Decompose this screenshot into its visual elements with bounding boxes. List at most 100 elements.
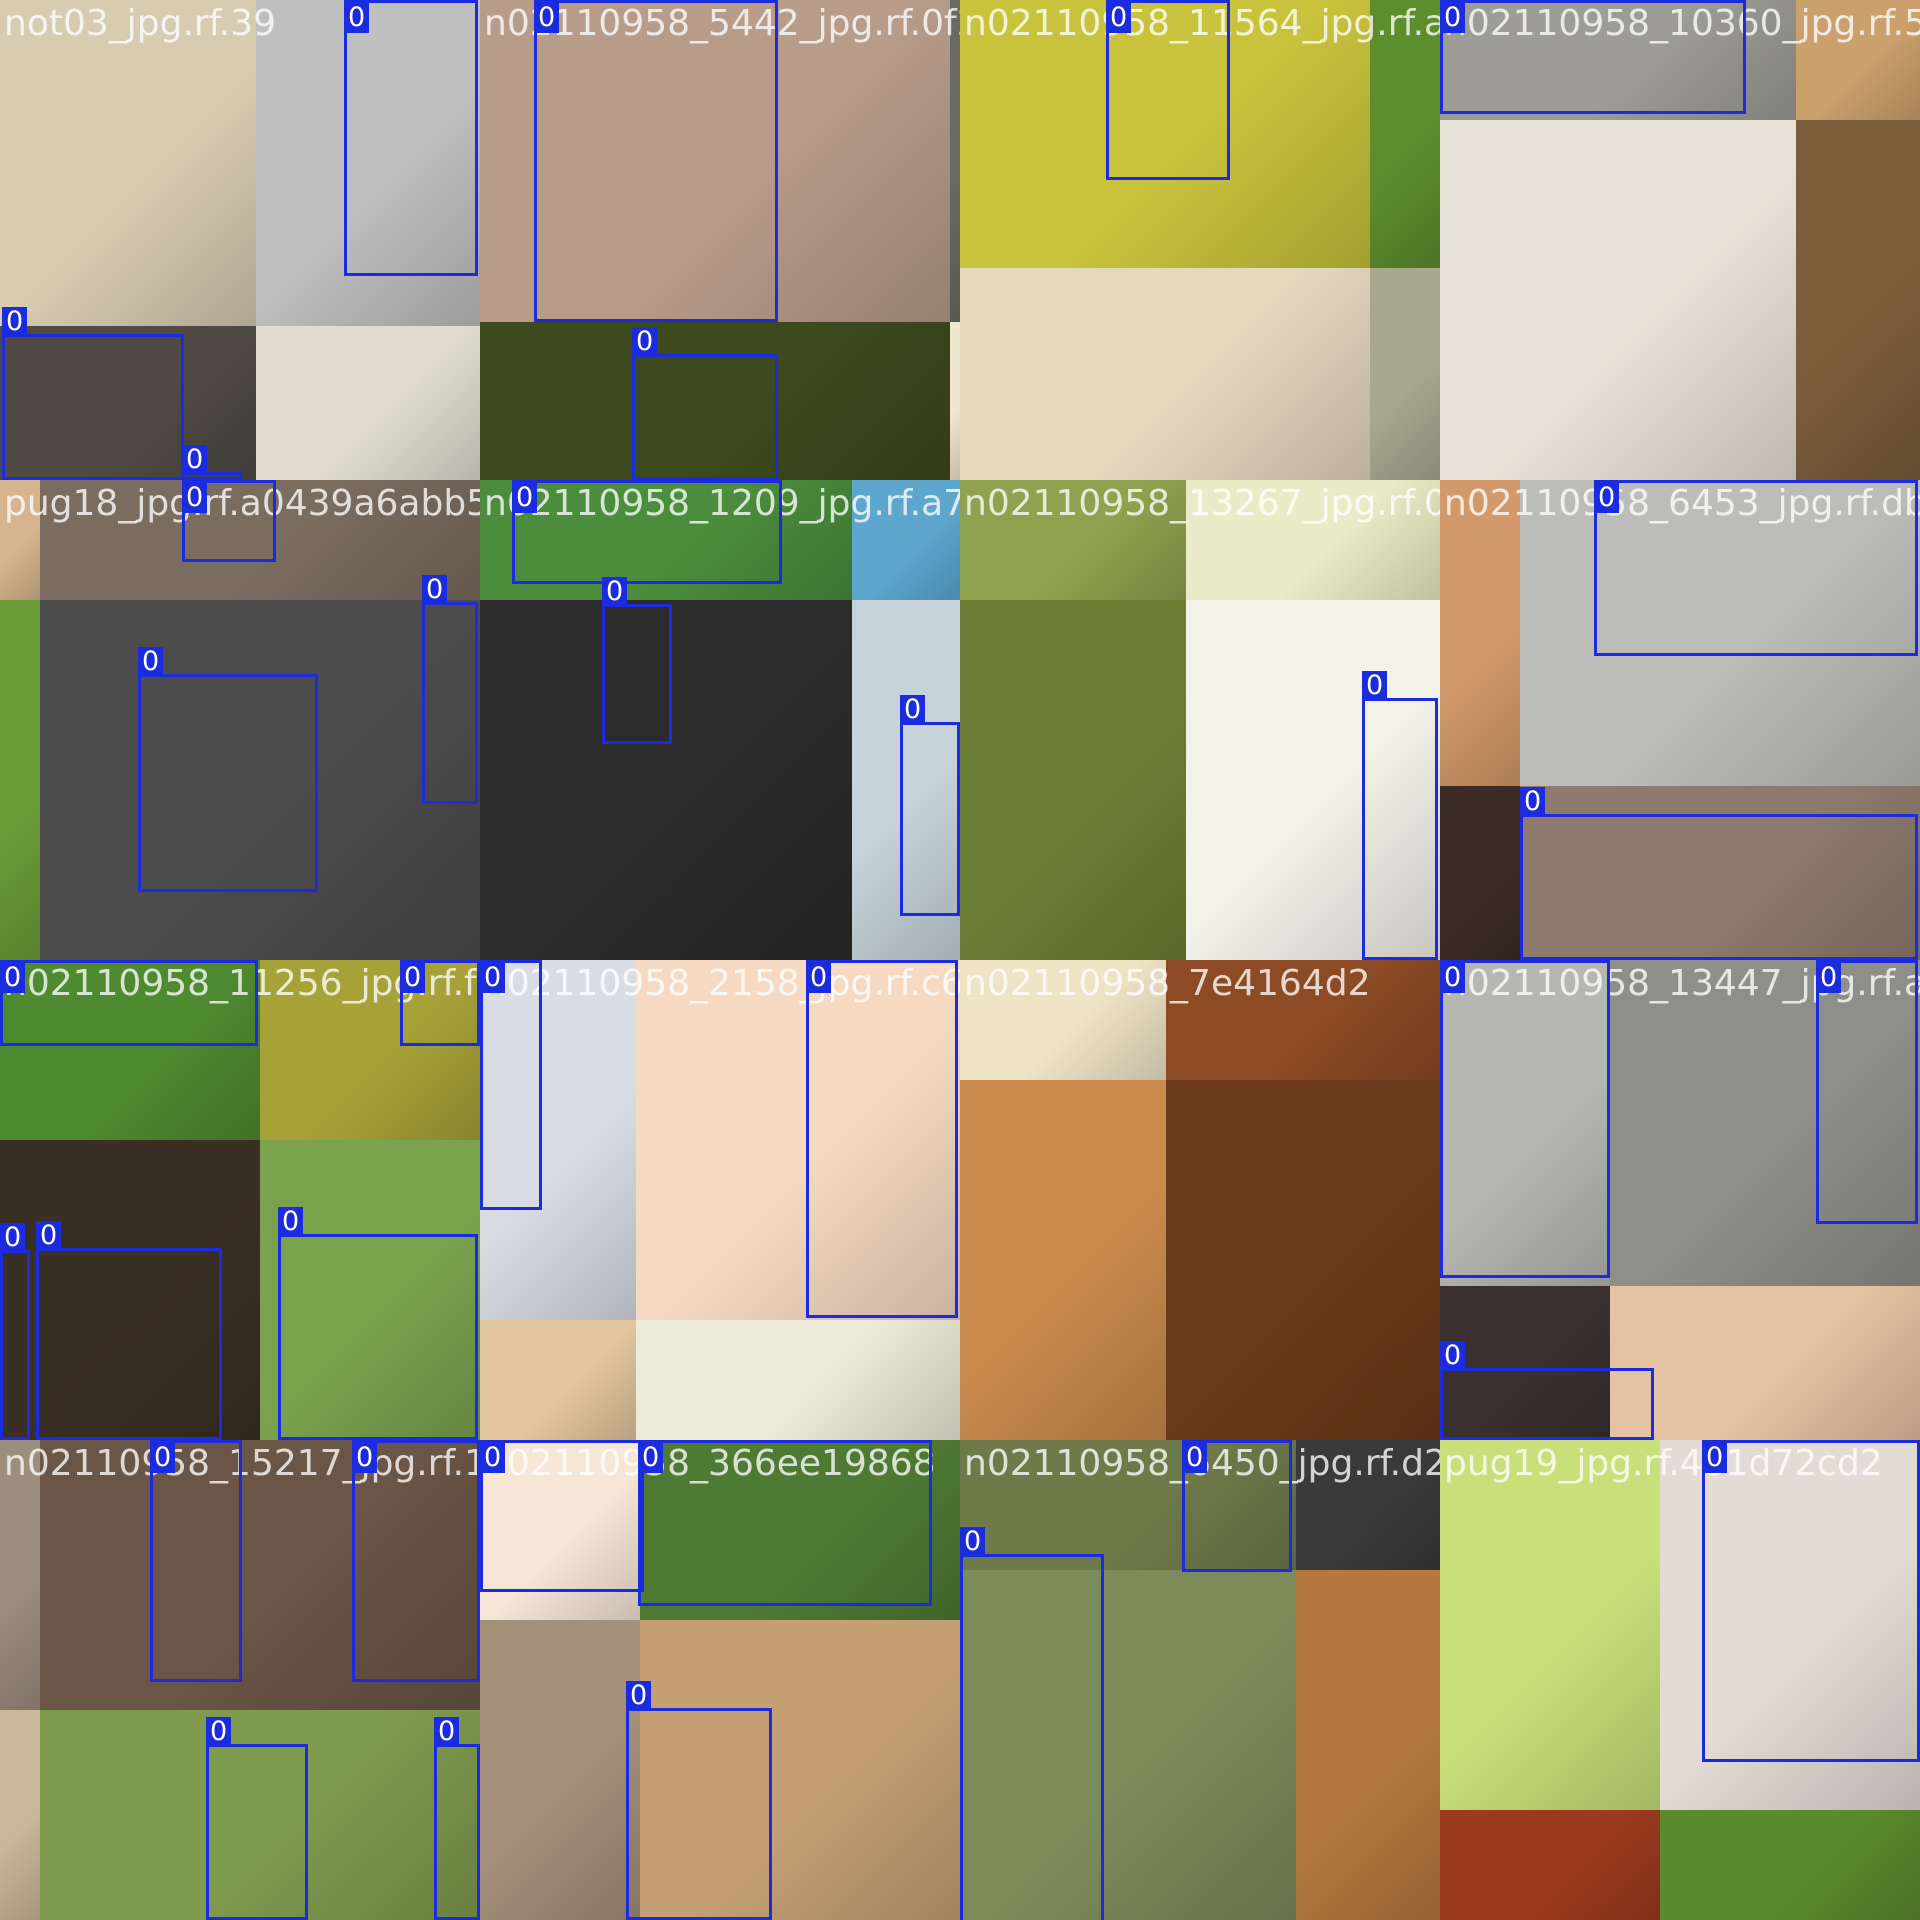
class-id-label: 0 (206, 1717, 232, 1747)
class-id-label: 0 (806, 963, 832, 993)
image-patch (960, 960, 1166, 1080)
detection-box: 0 (400, 960, 480, 1046)
image-patch (1440, 1440, 1660, 1810)
image-patch (480, 600, 852, 960)
class-id-label: 0 (602, 577, 628, 607)
image-patch (1610, 960, 1920, 1286)
image-patch (1296, 1570, 1440, 1920)
image-patch (0, 600, 40, 960)
image-patch (1186, 480, 1440, 600)
image-patch (640, 1440, 960, 1620)
class-id-label: 0 (960, 1527, 986, 1557)
image-patch (1796, 0, 1920, 120)
image-patch (960, 1570, 1296, 1920)
image-patch (0, 326, 256, 480)
mosaic-tile: n02110958_6453_jpg.rf.db 0 0 (1440, 480, 1920, 960)
mosaic-tile: n02110958_5442_jpg.rf.0f20 0 0 (480, 0, 960, 480)
detection-box: 0 (1816, 960, 1918, 1224)
image-patch (480, 1320, 636, 1440)
detection-box: 0 (1106, 0, 1230, 180)
class-id-label: 0 (1702, 1443, 1728, 1473)
image-patch (640, 1620, 960, 1920)
detection-box: 0 (182, 480, 276, 562)
image-patch (950, 322, 960, 480)
image-patch (1660, 1810, 1920, 1920)
class-id-label: 0 (1440, 3, 1466, 33)
detection-box: 0 (602, 577, 672, 744)
image-patch (852, 600, 960, 960)
class-id-label: 0 (1440, 963, 1466, 993)
image-patch (0, 1440, 40, 1710)
image-patch (480, 480, 852, 600)
mosaic-tile: n02110958_11564_jpg.rf.a9 0 (960, 0, 1440, 480)
detection-box: 0 (0, 1223, 30, 1440)
image-patch (0, 480, 40, 600)
detection-box: 0 (806, 960, 958, 1318)
mosaic-tile: n02110958_13447_jpg.rf.ad 0 0 0 (1440, 960, 1920, 1440)
detection-box: 0 (434, 1717, 480, 1920)
image-patch (1440, 120, 1796, 480)
mosaic-tile: n02110958_13267_jpg.rf.0b 0 (960, 480, 1440, 960)
class-id-label: 0 (480, 963, 506, 993)
image-patch (40, 480, 480, 600)
image-patch (260, 1140, 480, 1440)
detection-box: 0 (36, 1221, 222, 1440)
mosaic-tile: n02110958_1209_jpg.rf.a7ec18e0e000 (480, 480, 960, 960)
image-patch (480, 960, 636, 1320)
detection-box: 0 (182, 445, 242, 480)
detection-box: 0 (138, 647, 318, 892)
image-patch (0, 1710, 40, 1920)
detection-box: 0 (632, 327, 778, 480)
detection-box: 0 (206, 1717, 308, 1920)
image-patch (0, 1140, 260, 1440)
class-id-label: 0 (900, 695, 926, 725)
detection-box: 0 (352, 1440, 480, 1682)
class-id-label: 0 (182, 445, 208, 475)
image-patch (256, 0, 480, 326)
image-patch (40, 1440, 480, 1710)
detection-box: 0 (534, 0, 778, 322)
class-id-label: 0 (138, 647, 164, 677)
image-patch (1610, 1286, 1920, 1440)
image-patch (960, 268, 1370, 480)
image-patch (1796, 120, 1920, 480)
class-id-label: 0 (36, 1221, 62, 1251)
image-patch (1520, 480, 1920, 786)
detection-box: 0 (1440, 0, 1746, 114)
detection-box: 0 (278, 1207, 478, 1440)
detection-box: 0 (344, 0, 478, 276)
class-id-label: 0 (344, 3, 370, 33)
class-id-label: 0 (1440, 1341, 1466, 1371)
class-id-label: 0 (638, 1443, 664, 1473)
image-patch (1296, 1440, 1440, 1570)
image-patch (1440, 1810, 1660, 1920)
class-id-label: 0 (278, 1207, 304, 1237)
class-id-label: 0 (632, 327, 658, 357)
class-id-label: 0 (1182, 1443, 1208, 1473)
detection-box: 0 (900, 695, 960, 916)
image-patch (40, 600, 480, 960)
image-patch (1440, 1286, 1610, 1440)
detection-box: 0 (1440, 1341, 1654, 1440)
detection-box: 0 (1182, 1440, 1292, 1572)
detection-box: 0 (1520, 787, 1918, 960)
detection-box: 0 (1440, 960, 1610, 1278)
image-patch (0, 0, 256, 326)
class-id-label: 0 (0, 963, 26, 993)
image-patch (1440, 786, 1520, 960)
detection-box: 0 (480, 1440, 644, 1592)
detection-box: 0 (960, 1527, 1104, 1920)
mosaic-tile: n02110958_15217_jpg.rf.16 0 0 0 0 (0, 1440, 480, 1920)
class-id-label: 0 (1106, 3, 1132, 33)
mosaic-tile: n02110958_11256_jpg.rf.f6 0 0 0 0 0 (0, 960, 480, 1440)
class-id-label: 0 (512, 483, 538, 513)
detection-box: 0 (626, 1681, 772, 1920)
detection-box: 0 (1362, 671, 1438, 960)
mosaic-tile: n02110958_366ee19868 0 0 0 (480, 1440, 960, 1920)
class-id-label: 0 (1816, 963, 1842, 993)
image-patch (1440, 0, 1796, 120)
mosaic-tile: n02110958_10360_jpg.rf.5e 0 (1440, 0, 1920, 480)
class-id-label: 0 (0, 1223, 26, 1253)
image-patch (0, 960, 260, 1140)
class-id-label: 0 (434, 1717, 460, 1747)
